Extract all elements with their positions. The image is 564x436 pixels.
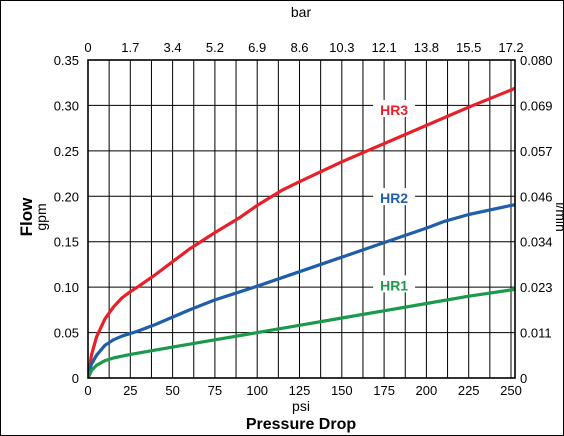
y-axis-title: Flow bbox=[17, 197, 36, 236]
x-tick-label: 125 bbox=[289, 383, 311, 398]
x-tick-label: 175 bbox=[373, 383, 395, 398]
x-top-tick-label: 10.3 bbox=[329, 40, 354, 55]
series-lines bbox=[88, 86, 515, 378]
y-tick-label: 0 bbox=[72, 371, 79, 386]
x-tick-label: 225 bbox=[458, 383, 480, 398]
y-axis-lmin-ticks: 0 0.011 0.023 0.034 0.046 0.057 0.069 0.080 bbox=[520, 53, 553, 386]
x-top-tick-label: 3.4 bbox=[164, 40, 182, 55]
y-right-tick-label: 0.057 bbox=[520, 144, 553, 159]
x-axis-psi-ticks: 0 25 50 75 100 125 150 175 200 225 250 bbox=[84, 383, 521, 398]
y-tick-label: 0.35 bbox=[54, 53, 79, 68]
x-top-tick-label: 6.9 bbox=[248, 40, 266, 55]
y-right-tick-label: 0.069 bbox=[520, 98, 553, 113]
y-right-tick-label: 0.080 bbox=[520, 53, 553, 68]
y-left-unit: gpm bbox=[33, 203, 49, 230]
y-axis-gpm-ticks: 0 0.05 0.10 0.15 0.20 0.25 0.30 0.35 bbox=[54, 53, 79, 386]
plot-frame bbox=[87, 59, 516, 379]
x-bottom-unit: psi bbox=[292, 398, 310, 414]
series-label-hr2: HR2 bbox=[380, 190, 408, 206]
x-tick-label: 150 bbox=[331, 383, 353, 398]
series-line-hr1 bbox=[88, 287, 515, 378]
x-top-unit: bar bbox=[291, 4, 312, 20]
series-labels: HR3 HR2 HR1 bbox=[373, 99, 416, 293]
series-line-hr2 bbox=[88, 203, 515, 378]
y-right-tick-label: 0 bbox=[520, 371, 527, 386]
x-tick-label: 0 bbox=[84, 383, 91, 398]
y-right-tick-label: 0.034 bbox=[520, 235, 553, 250]
x-tick-label: 100 bbox=[246, 383, 268, 398]
x-top-tick-label: 0 bbox=[84, 40, 91, 55]
y-right-tick-label: 0.023 bbox=[520, 280, 553, 295]
x-tick-label: 200 bbox=[416, 383, 438, 398]
x-top-tick-label: 17.2 bbox=[498, 40, 523, 55]
grid-lines bbox=[88, 60, 515, 378]
series-label-bg bbox=[373, 99, 416, 117]
x-tick-label: 50 bbox=[165, 383, 179, 398]
y-right-tick-label: 0.011 bbox=[520, 326, 552, 341]
x-top-tick-label: 13.8 bbox=[414, 40, 439, 55]
y-tick-label: 0.25 bbox=[54, 144, 79, 159]
y-right-unit: l/min bbox=[553, 202, 563, 232]
y-tick-label: 0.20 bbox=[54, 189, 79, 204]
y-tick-label: 0.30 bbox=[54, 98, 79, 113]
series-label-bg bbox=[373, 188, 416, 206]
y-tick-label: 0.05 bbox=[54, 326, 79, 341]
x-axis-bar-ticks: 0 1.7 3.4 5.2 6.9 8.6 10.3 12.1 13.8 15.5 17.2 bbox=[84, 40, 523, 55]
x-axis-title: Pressure Drop bbox=[246, 416, 356, 433]
y-right-tick-label: 0.046 bbox=[520, 189, 553, 204]
x-top-tick-label: 1.7 bbox=[121, 40, 139, 55]
y-tick-label: 0.15 bbox=[54, 235, 79, 250]
x-top-tick-label: 8.6 bbox=[290, 40, 308, 55]
x-tick-label: 25 bbox=[123, 383, 137, 398]
series-label-hr1: HR1 bbox=[380, 277, 408, 293]
x-top-tick-label: 5.2 bbox=[206, 40, 224, 55]
x-tick-label: 75 bbox=[208, 383, 222, 398]
series-label-hr3: HR3 bbox=[380, 102, 408, 118]
x-top-tick-label: 12.1 bbox=[371, 40, 396, 55]
x-top-tick-label: 15.5 bbox=[456, 40, 481, 55]
series-label-bg bbox=[373, 275, 416, 293]
series-line-hr3 bbox=[88, 86, 515, 378]
x-tick-label: 250 bbox=[500, 383, 522, 398]
y-tick-label: 0.10 bbox=[54, 280, 79, 295]
